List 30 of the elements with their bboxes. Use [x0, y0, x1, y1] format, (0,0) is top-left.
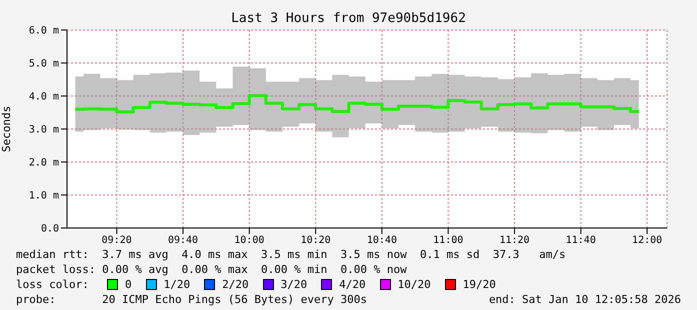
x-tick-label: 10:20	[300, 235, 331, 246]
text: 0	[125, 277, 132, 292]
text: end: Sat Jan 10 12:05:58 2026	[488, 292, 681, 307]
x-tick-label: 11:00	[433, 235, 464, 246]
y-tick-label: 2.0 m	[28, 158, 59, 169]
x-tick-label: 09:40	[168, 235, 198, 246]
x-tick-label: 10:40	[366, 235, 397, 246]
text: 10/20	[398, 277, 431, 292]
text: 1/20	[164, 277, 190, 292]
x-tick-label: 12:00	[632, 235, 662, 246]
x-tick-label: 11:20	[499, 235, 530, 246]
y-tick-label: 6.0 m	[28, 26, 59, 37]
chart-title: Last 3 Hours from 97e90b5d1962	[230, 11, 467, 26]
x-tick-label: 10:00	[234, 235, 264, 246]
text: 2/20	[222, 277, 249, 292]
y-axis-title: Seconds	[0, 106, 13, 152]
y-tick-label: 3.0 m	[28, 124, 59, 136]
text: probe: 20 ICMP Echo Pings (56 Bytes) every 300s	[16, 292, 367, 307]
text: 19/20	[462, 277, 496, 292]
y-tick-label: 1.0 m	[28, 190, 59, 202]
text: loss color:	[16, 277, 90, 292]
text: packet loss: 0.00 % avg 0.00 % max 0.00 % min 0.00 % now	[16, 262, 408, 277]
x-tick-label: 09:20	[102, 235, 132, 246]
y-tick-label: 4.0 m	[28, 92, 59, 103]
text: 3/20	[280, 277, 308, 292]
y-tick-label: 5.0 m	[28, 58, 59, 70]
text: median rtt: 3.7 ms avg 4.0 ms max 3.5 ms min 3.5 ms now 0.1 ms sd 37.3 am/s	[16, 247, 567, 262]
x-tick-label: 11:40	[566, 235, 596, 246]
y-tick-label: 0.0	[40, 224, 59, 235]
text: 4/20	[339, 277, 366, 292]
